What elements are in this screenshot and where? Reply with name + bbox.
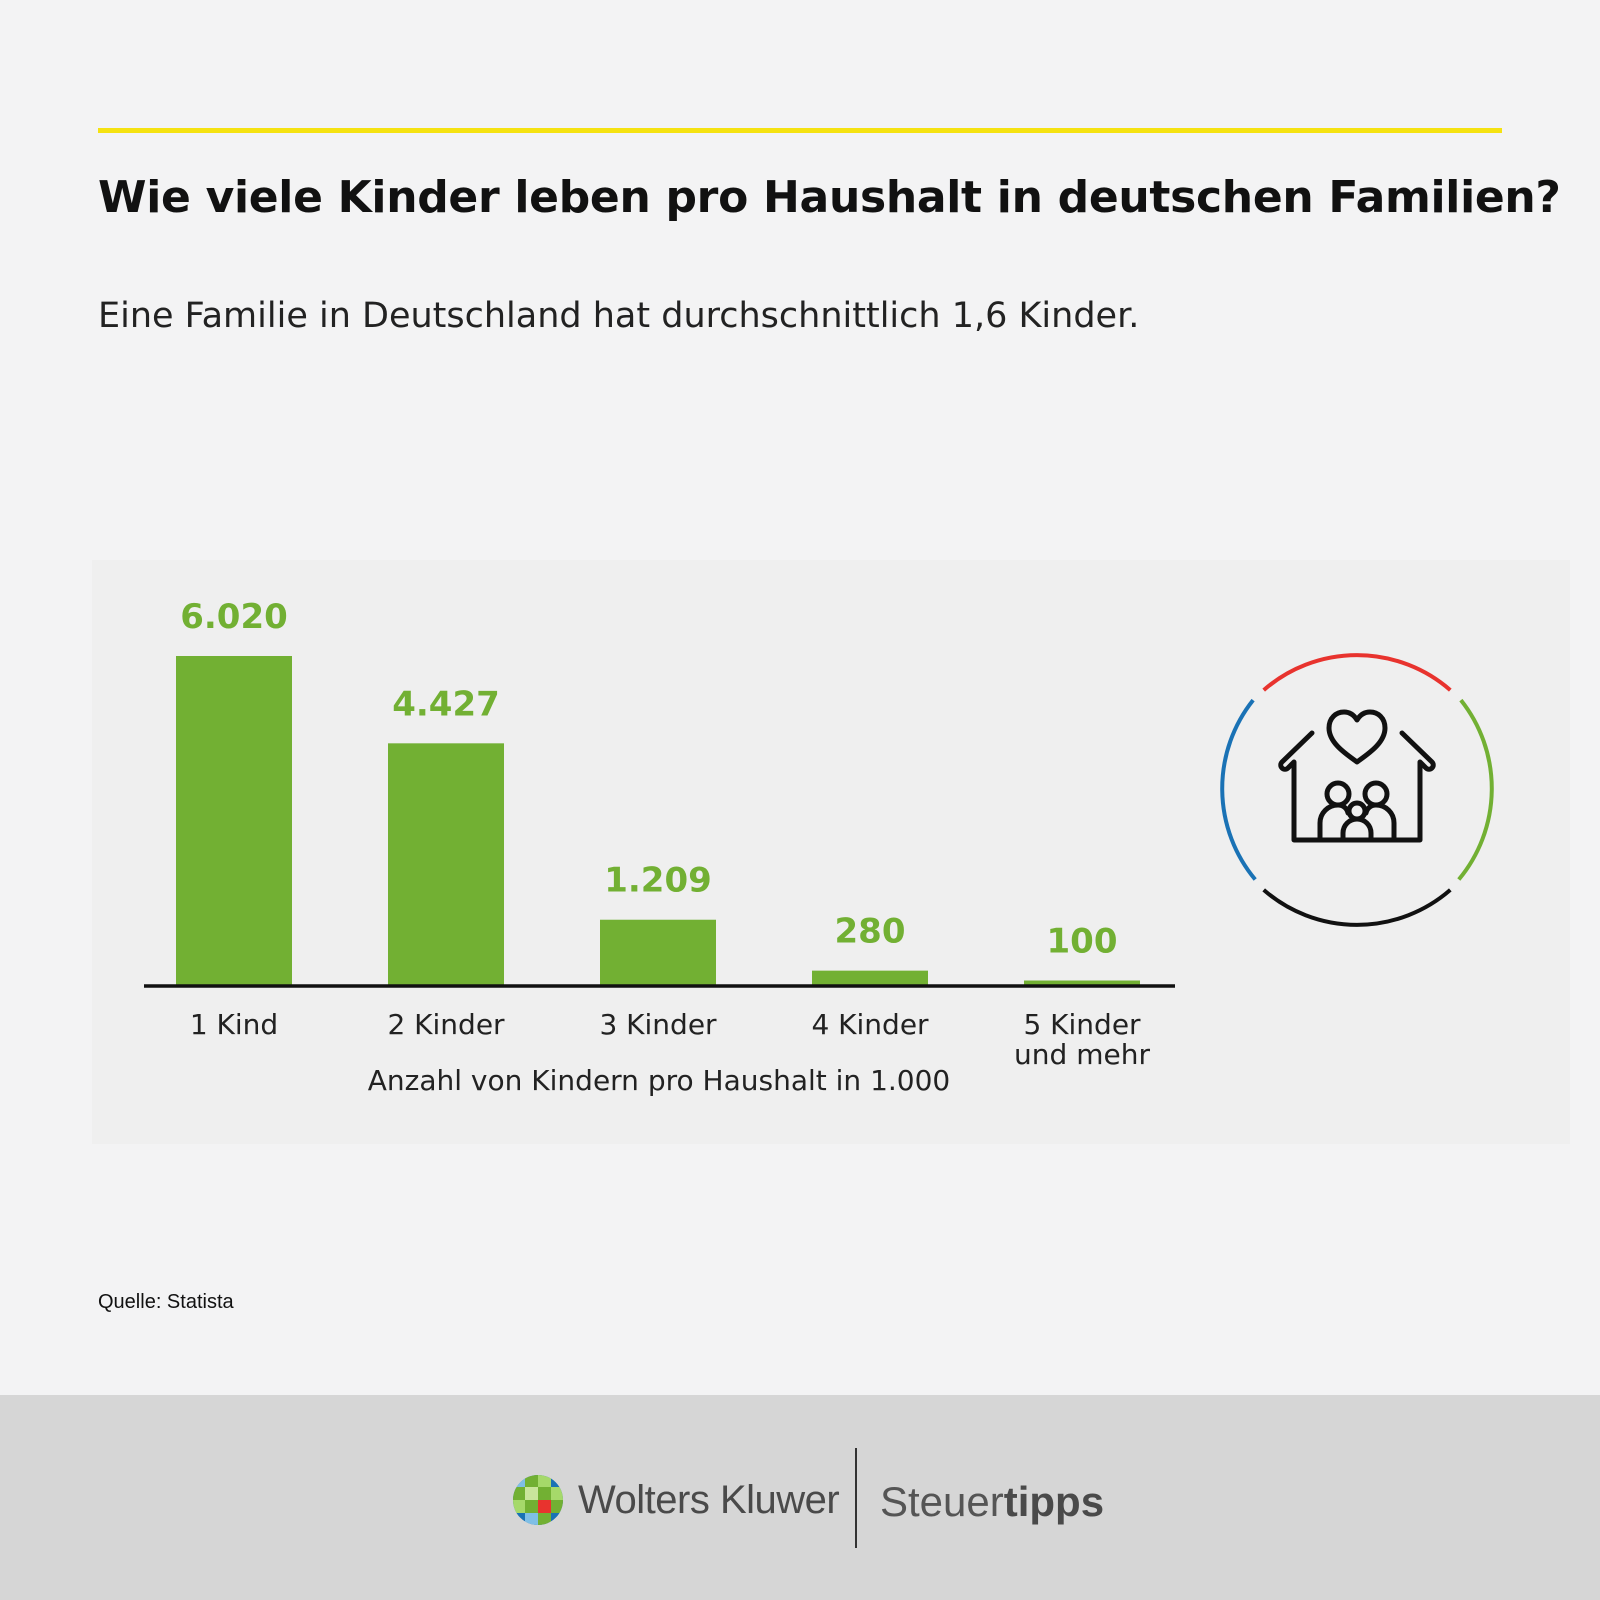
- data-label: 100: [1047, 922, 1118, 962]
- steuertipps-logo: Steuertipps: [880, 1478, 1104, 1526]
- ring-segment-red: [1262, 653, 1452, 692]
- category-label: 1 Kind: [190, 1008, 278, 1041]
- data-label: 280: [835, 912, 906, 952]
- wolters-kluwer-logo: [512, 1474, 564, 1526]
- bar: [388, 743, 504, 986]
- page-subtitle: Eine Familie in Deutschland hat durchsch…: [98, 296, 1140, 336]
- bar: [600, 919, 716, 986]
- footer-company-name: Wolters Kluwer: [578, 1478, 840, 1522]
- data-label: 6.020: [180, 597, 288, 637]
- category-label: 5 Kinder: [1023, 1008, 1141, 1041]
- top-accent-rule: [98, 128, 1502, 133]
- bar-chart: 6.020 1 Kind 4.427 2 Kinder 1.209 3 Kinder 280…: [144, 597, 1175, 1097]
- ring-segment-blue: [1220, 698, 1257, 881]
- footer-bar: [0, 1395, 1600, 1600]
- category-label: 2 Kinder: [387, 1008, 505, 1041]
- brand-regular-text: Steuer: [880, 1478, 1004, 1525]
- source-note: Quelle: Statista: [98, 1291, 234, 1313]
- bar: [812, 970, 928, 986]
- ring-segment-black: [1262, 888, 1452, 927]
- bar: [1024, 980, 1140, 986]
- category-label: 3 Kinder: [599, 1008, 717, 1041]
- page-title: Wie viele Kinder leben pro Haushalt in d…: [98, 172, 1561, 223]
- brand-bold-text: tipps: [1003, 1478, 1105, 1525]
- bar: [176, 656, 292, 986]
- footer-divider: [855, 1448, 857, 1548]
- data-label: 1.209: [604, 861, 712, 901]
- ring-segment-green: [1457, 698, 1494, 881]
- data-label: 4.427: [392, 684, 500, 724]
- category-label: 4 Kinder: [811, 1008, 929, 1041]
- x-axis-label: Anzahl von Kindern pro Haushalt in 1.000: [368, 1064, 950, 1097]
- family-house-icon: [1208, 648, 1512, 938]
- category-label: und mehr: [1014, 1038, 1150, 1071]
